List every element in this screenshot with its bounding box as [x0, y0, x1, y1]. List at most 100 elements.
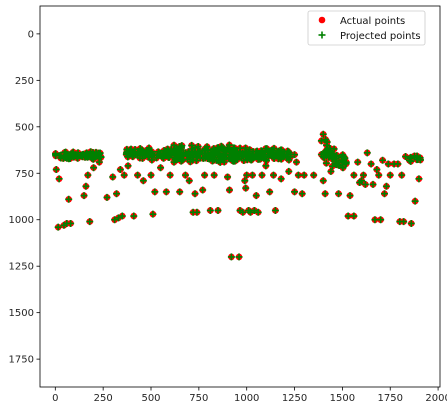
projected-point — [398, 171, 406, 179]
projected-point — [191, 190, 199, 198]
projected-point — [109, 173, 117, 181]
projected-point — [339, 151, 347, 159]
projected-point — [341, 154, 349, 162]
projected-point — [214, 206, 222, 214]
projected-point — [55, 175, 63, 183]
projected-point — [162, 188, 170, 196]
x-tick-label: 0 — [52, 393, 58, 404]
projected-point — [176, 151, 184, 159]
projected-point — [83, 151, 91, 159]
projected-point — [139, 177, 147, 185]
projected-point — [208, 157, 216, 165]
projected-point — [52, 166, 60, 174]
projected-point — [233, 154, 241, 162]
projected-point — [93, 152, 101, 160]
projected-point — [177, 143, 185, 151]
projected-point — [196, 154, 204, 162]
projected-point — [189, 148, 197, 156]
projected-point — [153, 154, 161, 162]
projected-point — [245, 155, 253, 163]
projected-point — [199, 186, 207, 194]
projected-point — [406, 154, 414, 162]
projected-point — [213, 144, 221, 152]
projected-point — [363, 149, 371, 157]
projected-point — [226, 151, 234, 159]
projected-point — [210, 171, 218, 179]
projected-point — [350, 212, 358, 220]
projected-point — [65, 195, 73, 203]
projected-point — [322, 159, 330, 167]
projected-point — [250, 206, 258, 214]
y-tick-label: 1500 — [9, 308, 34, 319]
projected-point — [103, 193, 111, 201]
projected-point — [286, 153, 294, 161]
projected-point — [185, 177, 193, 185]
projected-point — [67, 219, 75, 227]
projected-point — [270, 144, 278, 152]
axes — [39, 5, 441, 388]
projected-point — [251, 153, 259, 161]
projected-point — [66, 155, 74, 163]
y-tick-label: 500 — [15, 122, 34, 133]
projected-point — [146, 148, 154, 156]
projected-point — [377, 216, 385, 224]
y-tick-label: 1250 — [9, 262, 34, 273]
projected-point — [291, 188, 299, 196]
projected-point — [407, 219, 415, 227]
x-tick-label: 250 — [94, 393, 113, 404]
projected-point — [375, 171, 383, 179]
projected-point — [319, 177, 327, 185]
projected-point — [320, 154, 328, 162]
projected-point — [227, 253, 235, 261]
projected-point — [80, 192, 88, 200]
projected-point — [54, 223, 62, 231]
projected-point — [276, 150, 284, 158]
projected-point — [298, 190, 306, 198]
projected-point — [317, 137, 325, 145]
projected-point — [224, 173, 232, 181]
projected-point — [82, 182, 90, 190]
projected-point — [144, 153, 152, 161]
projected-point — [236, 149, 244, 157]
projected-point — [350, 171, 358, 179]
projected-point — [330, 145, 338, 153]
projected-point — [160, 154, 168, 162]
data-layer — [52, 130, 424, 261]
projected-point — [252, 192, 260, 200]
projected-point — [147, 171, 155, 179]
legend-actual-label: Actual points — [340, 16, 405, 27]
y-tick-label: 1000 — [9, 215, 34, 226]
x-tick-label: 750 — [189, 393, 208, 404]
y-tick-label: 750 — [15, 169, 34, 180]
projected-point — [201, 145, 209, 153]
plot-background — [40, 6, 440, 387]
projected-point — [86, 218, 94, 226]
legend-actual-marker — [318, 16, 326, 24]
projected-point — [369, 180, 377, 188]
projected-point — [319, 130, 327, 138]
projected-point — [248, 171, 256, 179]
projected-point — [354, 158, 362, 166]
projected-point — [332, 154, 340, 162]
projected-point — [124, 162, 132, 170]
x-tick-label: 500 — [141, 393, 160, 404]
legend-projected-marker — [318, 31, 326, 39]
projected-point — [185, 150, 193, 158]
projected-point — [176, 188, 184, 196]
projected-point — [359, 171, 367, 179]
projected-point — [269, 152, 277, 160]
projected-point — [136, 154, 144, 162]
projected-point — [321, 190, 329, 198]
projected-point — [120, 171, 128, 179]
projected-point — [206, 206, 214, 214]
projected-point — [274, 155, 282, 163]
projected-point — [342, 159, 350, 167]
y-tick-label: 250 — [15, 76, 34, 87]
projected-point — [416, 156, 424, 164]
projected-point — [225, 141, 233, 149]
legend-projected-label: Projected points — [340, 31, 421, 42]
projected-point — [205, 152, 213, 160]
projected-point — [334, 161, 342, 169]
